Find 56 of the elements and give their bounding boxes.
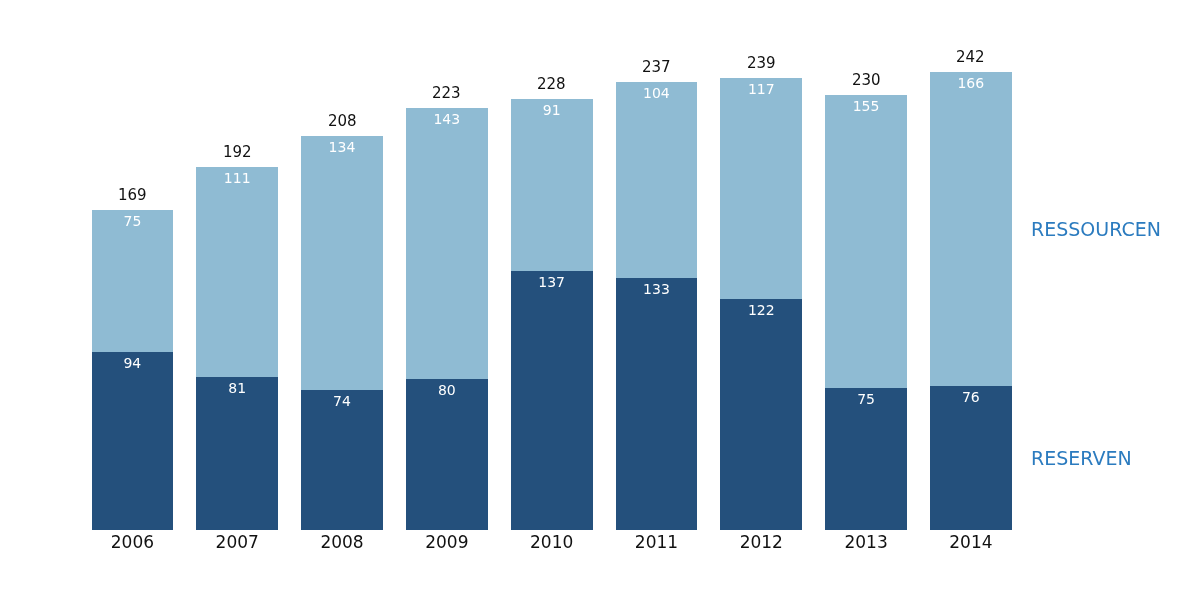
x-tick-label: 2013: [844, 532, 888, 552]
bar: [405, 378, 488, 530]
total-label: 223: [432, 84, 461, 102]
bar: [405, 108, 488, 379]
x-tick-label: 2012: [739, 532, 783, 552]
data-label: 122: [747, 302, 775, 319]
total-label: 242: [956, 48, 985, 66]
x-tick-label: 2011: [634, 532, 679, 552]
bar: [510, 98, 593, 271]
bar: [301, 136, 383, 390]
data-label: 166: [957, 75, 985, 92]
data-label: 74: [333, 392, 351, 409]
data-label: 75: [857, 391, 875, 408]
x-tick-label: 2009: [425, 532, 469, 552]
data-label: 80: [437, 381, 456, 398]
bar: [825, 388, 907, 530]
x-tick-label: 2014: [949, 532, 993, 552]
data-label: 111: [223, 169, 251, 186]
bar: [720, 299, 803, 530]
bar: [825, 94, 907, 389]
data-label: 134: [328, 139, 356, 156]
data-label: 76: [961, 389, 980, 406]
series-label: RESERVEN: [1031, 447, 1132, 469]
x-tick-label: 2006: [110, 532, 155, 552]
x-tick-label: 2008: [320, 532, 364, 552]
total-label: 169: [118, 186, 147, 204]
data-label: 117: [747, 80, 775, 97]
x-tick-label: 2007: [215, 532, 259, 552]
total-label: 192: [223, 143, 252, 161]
data-label: 81: [228, 379, 247, 396]
bar: [720, 77, 803, 300]
total-label: 237: [642, 58, 671, 76]
bar: [196, 166, 279, 377]
bar: [91, 210, 174, 353]
total-label: 208: [328, 112, 357, 130]
data-label: 143: [433, 111, 461, 128]
data-label: 94: [123, 355, 142, 372]
bar: [615, 81, 698, 279]
data-label: 104: [643, 84, 670, 101]
bar: [929, 72, 1012, 387]
data-label: 137: [538, 273, 565, 290]
bar: [929, 386, 1012, 530]
bar: [510, 270, 593, 530]
series-label: RESSOURCEN: [1031, 218, 1161, 240]
data-label: 75: [123, 213, 142, 230]
data-label: 91: [542, 101, 561, 118]
x-tick-label: 2010: [530, 532, 574, 552]
data-label: 133: [643, 281, 670, 298]
total-label: 228: [537, 75, 566, 93]
bar: [91, 352, 174, 530]
total-label: 239: [747, 54, 776, 72]
bar: [196, 376, 279, 530]
total-label: 230: [852, 71, 881, 89]
bar: [301, 389, 383, 530]
data-label: 155: [852, 97, 880, 114]
bar: [615, 278, 698, 530]
